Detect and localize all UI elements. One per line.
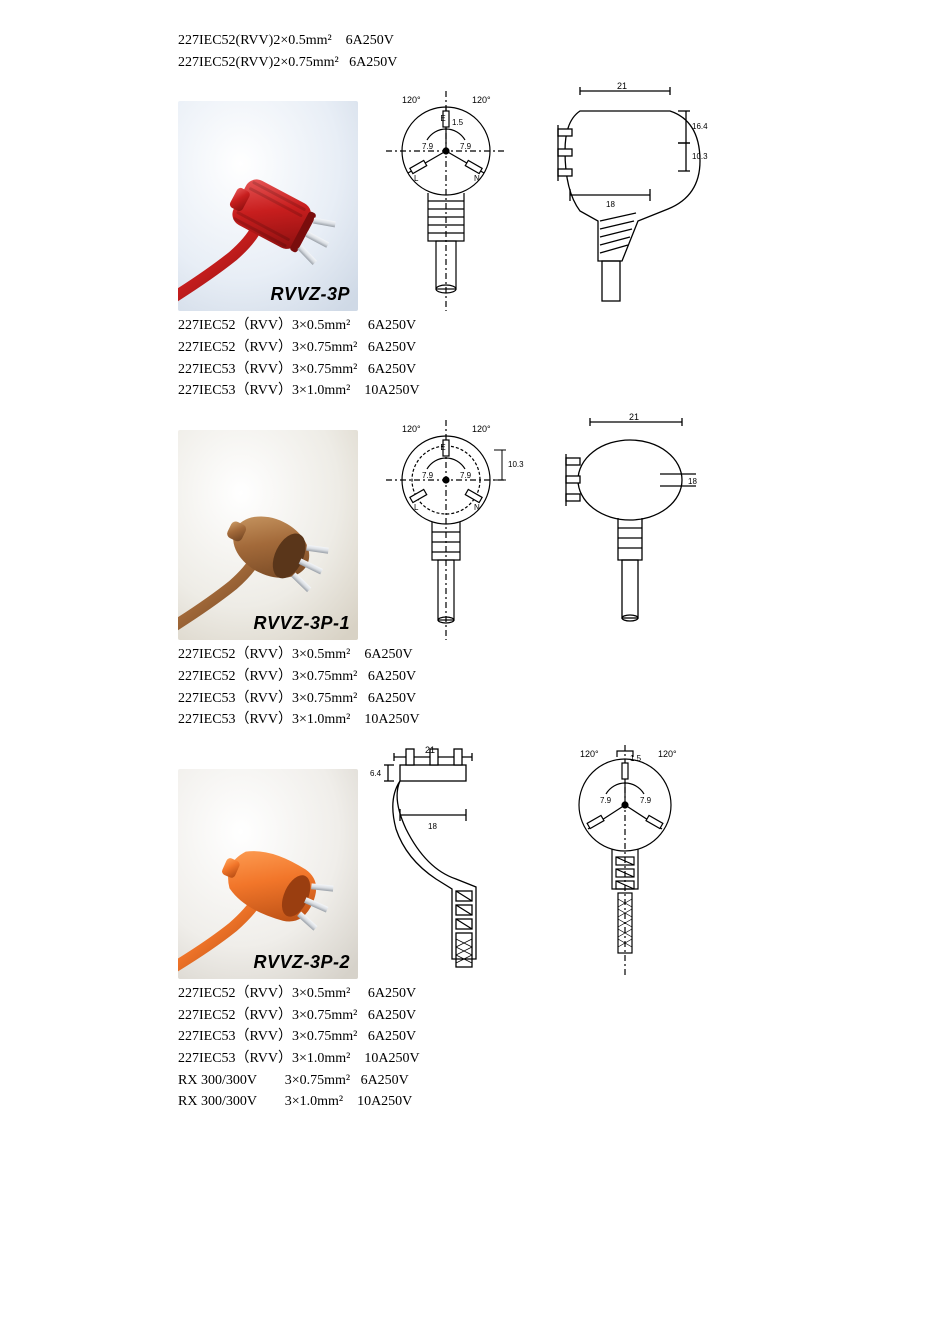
dim-spread: 7.9 [600, 796, 612, 805]
spec-line: 227IEC53（RVV）3×1.0mm² 10A250V [178, 709, 898, 731]
technical-diagrams: 120° 120° E 7.9 7.9 L N 10.3 [366, 410, 710, 640]
dim-live: L [414, 503, 419, 512]
plug-photo-svg [178, 769, 358, 979]
dim-neutral: N [474, 503, 480, 512]
dim-offset: 10.3 [692, 152, 708, 161]
diagram-side: 21 16.4 10.3 18 [540, 81, 720, 311]
technical-diagrams: 120° 120° E 1.5 7.9 7.9 L N [366, 81, 720, 311]
dim-offset: 10.3 [508, 460, 524, 469]
diagram-front: 120° 120° E 1.5 7.9 7.9 L N [366, 81, 536, 311]
product-section-rvvz-3p-2: RVVZ-3P-2 [178, 739, 898, 1113]
spec-line: 227IEC53（RVV）3×1.0mm² 10A250V [178, 380, 898, 402]
product-photo: RVVZ-3P-2 [178, 769, 358, 979]
dim-angle: 120° [472, 424, 491, 434]
product-section-rvvz-3p-1: RVVZ-3P-1 [178, 410, 898, 731]
dim-angle: 120° [402, 424, 421, 434]
plug-photo-svg [178, 101, 358, 311]
spec-line: 227IEC52（RVV）3×0.5mm² 6A250V [178, 983, 898, 1005]
dim-width: 21 [617, 81, 627, 91]
dim-gap: 6.4 [370, 769, 382, 778]
dim-height: 16.4 [692, 122, 708, 131]
dim-earth: E [440, 443, 445, 452]
spec-block: 227IEC52（RVV）3×0.5mm² 6A250V 227IEC52（RV… [178, 644, 898, 731]
dim-neutral: N [474, 174, 480, 183]
spec-line: 227IEC53（RVV）3×0.75mm² 6A250V [178, 359, 898, 381]
spec-line: 227IEC52(RVV)2×0.5mm² 6A250V [178, 30, 898, 52]
dim-depth: 18 [428, 822, 437, 831]
spec-line: 227IEC52（RVV）3×0.75mm² 6A250V [178, 1005, 898, 1027]
spec-line: RX 300/300V 3×1.0mm² 10A250V [178, 1091, 898, 1113]
dim-angle: 120° [402, 95, 421, 105]
diagram-front: 120° 120° 1.5 7.9 7.9 [540, 739, 720, 979]
dim-angle: 120° [580, 749, 599, 759]
figure-row: RVVZ-3P-1 [178, 410, 898, 640]
dim-live: L [414, 174, 419, 183]
dim-spread: 7.9 [422, 142, 434, 151]
plug-photo-svg [178, 430, 358, 640]
dim-spread: 7.9 [460, 142, 472, 151]
spec-line: 227IEC53（RVV）3×0.75mm² 6A250V [178, 1026, 898, 1048]
spec-line: 227IEC52（RVV）3×0.75mm² 6A250V [178, 337, 898, 359]
dim-width: 21 [629, 412, 639, 422]
dim-depth: 18 [606, 200, 615, 209]
figure-row: RVVZ-3P [178, 81, 898, 311]
spec-line: 227IEC53（RVV）3×0.75mm² 6A250V [178, 688, 898, 710]
spec-line: 227IEC52（RVV）3×0.5mm² 6A250V [178, 315, 898, 337]
spec-line: 227IEC52（RVV）3×0.75mm² 6A250V [178, 666, 898, 688]
dim-depth: 18 [688, 477, 697, 486]
dim-angle: 120° [658, 749, 677, 759]
dim-earth: E [440, 114, 445, 123]
spec-line: RX 300/300V 3×0.75mm² 6A250V [178, 1070, 898, 1092]
diagram-side: 21 6.4 18 [366, 739, 536, 979]
spec-line: 227IEC52（RVV）3×0.5mm² 6A250V [178, 644, 898, 666]
figure-row: RVVZ-3P-2 [178, 739, 898, 979]
product-photo: RVVZ-3P-1 [178, 430, 358, 640]
dim-spread: 7.9 [422, 471, 434, 480]
dim-angle: 120° [472, 95, 491, 105]
product-label: RVVZ-3P-2 [253, 952, 350, 973]
spec-line: 227IEC53（RVV）3×1.0mm² 10A250V [178, 1048, 898, 1070]
technical-diagrams: 21 6.4 18 [366, 739, 720, 979]
dim-spread: 7.9 [640, 796, 652, 805]
spec-line: 227IEC52(RVV)2×0.75mm² 6A250V [178, 52, 898, 74]
product-label: RVVZ-3P [270, 284, 350, 305]
dim-slot: 1.5 [452, 118, 464, 127]
dim-width: 21 [425, 745, 435, 755]
spec-block: 227IEC52（RVV）3×0.5mm² 6A250V 227IEC52（RV… [178, 983, 898, 1113]
diagram-side: 21 18 [540, 410, 710, 640]
dim-spread: 7.9 [460, 471, 472, 480]
product-label: RVVZ-3P-1 [253, 613, 350, 634]
diagram-front: 120° 120° E 7.9 7.9 L N 10.3 [366, 410, 536, 640]
dim-slot: 1.5 [630, 754, 642, 763]
document-page: 227IEC52(RVV)2×0.5mm² 6A250V 227IEC52(RV… [0, 0, 898, 1153]
top-spec-block: 227IEC52(RVV)2×0.5mm² 6A250V 227IEC52(RV… [178, 30, 898, 73]
product-photo: RVVZ-3P [178, 101, 358, 311]
product-section-rvvz-3p: RVVZ-3P [178, 81, 898, 402]
spec-block: 227IEC52（RVV）3×0.5mm² 6A250V 227IEC52（RV… [178, 315, 898, 402]
